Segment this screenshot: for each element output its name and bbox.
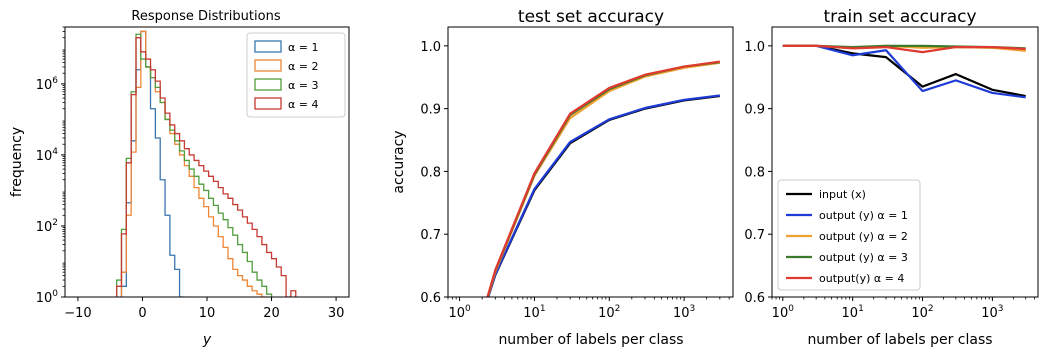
legend-label: input (x) [819, 188, 866, 201]
line-series-5 [486, 60, 720, 297]
x-tick-label: 30 [328, 306, 345, 321]
legend-box [777, 179, 921, 291]
line-series-5 [782, 44, 1026, 54]
y-tick-label: 104 [36, 147, 59, 164]
train-accuracy-panel: train set accuracy 100 101 102 103 0.6 0.7 0.8… [744, 7, 1039, 348]
x-tick-label: 101 [842, 304, 864, 321]
panel-2-xlabel: number of labels per class [498, 332, 683, 348]
x-tick-label: 20 [263, 306, 280, 321]
y-tick-label: 1.0 [420, 40, 441, 55]
legend-label: output(y) α = 4 [819, 272, 904, 285]
histogram-series-2 [120, 30, 267, 297]
y-tick-label: 0.8 [420, 165, 441, 180]
legend-label: output (y) α = 3 [819, 251, 908, 264]
panel-1-title: Response Distributions [131, 9, 280, 24]
x-tick-label: 103 [981, 304, 1003, 321]
histogram-series-3 [115, 33, 273, 297]
panel-2-frame [447, 26, 734, 298]
x-tick-label: 100 [448, 304, 471, 321]
legend-swatch [254, 97, 282, 110]
y-tick-label: 0.9 [744, 103, 765, 118]
line-series-2 [486, 94, 720, 297]
x-tick-label: 101 [523, 304, 545, 321]
panel-3-title: train set accuracy [823, 7, 976, 27]
y-tick-label: 100 [36, 289, 59, 306]
y-tick-label: 102 [36, 218, 58, 235]
y-tick-label: 0.6 [744, 291, 765, 306]
x-tick-label: 102 [911, 304, 933, 321]
y-tick-label: 106 [36, 76, 59, 93]
panel-2-ylabel: accuracy [391, 130, 407, 193]
x-tick-label: 10 [199, 306, 216, 321]
y-tick-label: 0.7 [420, 228, 441, 243]
legend-label: α = 2 [288, 60, 318, 73]
legend-swatch [254, 78, 282, 91]
histogram-series-4 [115, 37, 297, 297]
test-accuracy-panel: test set accuracy 100 101 102 103 0.6 0.7 0.8 0… [391, 7, 734, 348]
legend-swatch [254, 59, 282, 72]
y-tick-label: 0.6 [420, 291, 441, 306]
legend-label: output (y) α = 2 [819, 230, 908, 243]
y-tick-label: 1.0 [744, 40, 765, 55]
panel-3-frame [771, 26, 1039, 298]
x-tick-label: −10 [64, 306, 91, 321]
line-series-2 [782, 44, 1026, 99]
x-tick-label: 103 [673, 304, 695, 321]
y-tick-label: 0.9 [420, 103, 441, 118]
panel-2-title: test set accuracy [518, 7, 664, 27]
legend-box [246, 32, 346, 118]
legend-label: α = 4 [288, 98, 318, 111]
legend-swatch [254, 40, 282, 53]
x-tick-label: 102 [598, 304, 620, 321]
legend-label: output (y) α = 1 [819, 209, 908, 222]
y-tick-label: 0.8 [744, 165, 765, 180]
response-distributions-panel: Response Distributions −10 0 10 20 30 100 102 1… [9, 9, 350, 348]
legend-label: α = 1 [288, 41, 318, 54]
x-tick-label: 0 [138, 306, 146, 321]
y-tick-label: 0.7 [744, 228, 765, 243]
line-series-1 [487, 94, 720, 297]
panel-3-xlabel: number of labels per class [807, 332, 992, 348]
legend-label: α = 3 [288, 79, 318, 92]
panel-1-xlabel: y [202, 332, 212, 348]
panel-1-ylabel: frequency [9, 127, 25, 197]
x-tick-label: 100 [772, 304, 795, 321]
